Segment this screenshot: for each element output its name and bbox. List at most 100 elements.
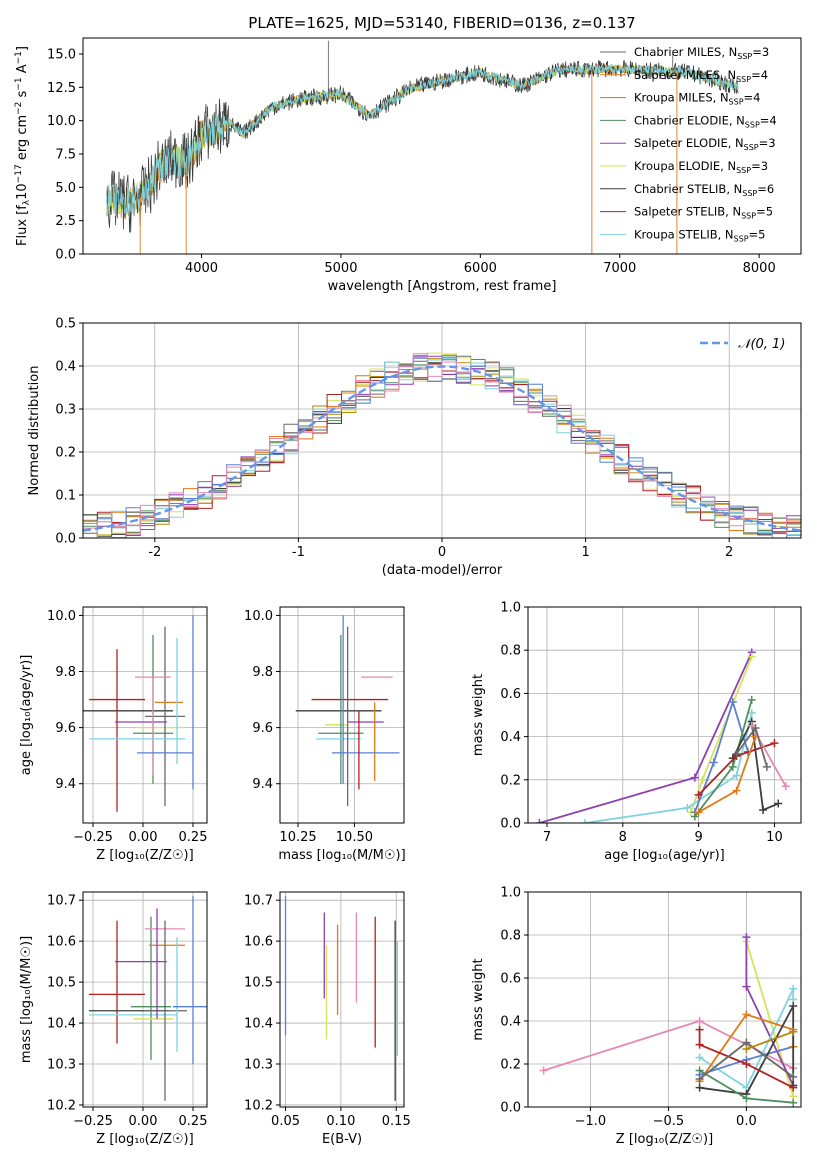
- residuals-axes: -2 -1 0 1 2 0.0 0.1 0.2 0.3 0.4 0.5 (data-model)/er…: [55, 317, 802, 578]
- mass_vs_ebv-axes: 0.05 0.10 0.15 10.2 10.3 10.4 10.5 10.6 10.7 E(B-…: [244, 891, 411, 1147]
- spectrum-legend-entry: Kroupa STELIB, NSSP=5: [634, 227, 765, 243]
- age_vs_mass-ytick-label: 9.4: [252, 777, 273, 792]
- residuals-xtick-label: -1: [292, 545, 305, 560]
- weight_vs_age-marker: [694, 808, 703, 817]
- weight_vs_age-marker: [774, 799, 783, 808]
- spectrum-ytick-label: 7.5: [55, 148, 76, 163]
- weight_vs_age-marker: [732, 749, 741, 758]
- spectrum-xtick-label: 4000: [185, 261, 218, 276]
- residuals-ytick-label: 0.5: [55, 317, 76, 332]
- spectrum-legend-entry: Salpeter ELODIE, NSSP=3: [634, 136, 776, 152]
- weight_vs_Z-marker: [695, 1066, 704, 1075]
- weight_vs_age-marker: [580, 819, 589, 823]
- spectrum-ytick-label: 15.0: [47, 48, 76, 63]
- residuals-ytick-label: 0.2: [55, 446, 76, 461]
- legend-sub: SSP: [745, 120, 760, 129]
- weight_vs_age-marker: [747, 708, 756, 717]
- spectrum-xtick-label: 5000: [324, 261, 357, 276]
- legend-sub: SSP: [734, 234, 749, 243]
- mass_vs_Z-xtick-label: −0.25: [73, 1114, 113, 1129]
- spectrum-ylabel-part: λ: [22, 199, 32, 205]
- weight_vs_Z-marker: [742, 982, 751, 991]
- weight_vs_Z-ytick-label: 1.0: [500, 886, 521, 901]
- weight_vs_Z-xlabel: Z [log₁₀(Z/Z☉)]: [616, 1132, 713, 1147]
- age_vs_Z-ytick-label: 9.4: [55, 777, 76, 792]
- legend-value: =3: [751, 159, 768, 173]
- age_vs_Z-ytick-label: 10.0: [47, 609, 76, 624]
- residuals-ytick-label: 0.3: [55, 403, 76, 418]
- spectrum-xtick-label: 6000: [464, 261, 497, 276]
- weight_vs_age-marker: [698, 775, 707, 784]
- age_vs_Z-xtick-label: 0.00: [129, 830, 158, 845]
- weight_vs_age-axes: 7 8 9 10 0.0 0.2 0.4 0.6 0.8 1.0 age [log₁₀(age/yr…: [500, 601, 802, 863]
- mass_vs_ebv-ytick-label: 10.4: [244, 1017, 273, 1032]
- weight_vs_age-marker: [732, 786, 741, 795]
- legend-value: =5: [749, 227, 766, 241]
- gaussian-curve: [83, 365, 801, 532]
- legend-value: =5: [756, 205, 773, 219]
- weight_vs_Z-marker: [695, 1075, 704, 1084]
- spectrum-plot-area: [106, 40, 739, 254]
- mass_vs_Z-xtick-label: 0.25: [179, 1114, 208, 1129]
- legend-value: =3: [759, 136, 776, 150]
- weight_vs_age-marker: [781, 782, 790, 791]
- residuals-xlabel: (data-model)/error: [382, 563, 503, 578]
- mass_vs_ebv-plot-area: [284, 896, 399, 1101]
- weight_vs_Z-marker: [789, 1027, 798, 1036]
- mass_vs_Z-frame: [82, 891, 208, 1108]
- mass_vs_ebv-xlabel: E(B-V): [322, 1132, 362, 1147]
- spectrum-ylabel-part: s: [15, 90, 30, 101]
- weight_vs_age-ytick-label: 1.0: [500, 601, 521, 616]
- mass_vs_ebv-frame: [279, 891, 405, 1108]
- residuals-xtick-label: -2: [148, 545, 161, 560]
- weight_vs_age-plot-area: [535, 648, 790, 823]
- age_vs_mass-ytick-label: 9.6: [252, 721, 273, 736]
- spectrum-frame: [82, 37, 802, 255]
- weight_vs_Z-marker: [789, 1083, 798, 1092]
- spectrum-ylabel-part: Flux [f: [15, 205, 30, 246]
- legend-name: Salpeter STELIB, N: [634, 205, 741, 219]
- weight_vs_Z-marker: [742, 1094, 751, 1103]
- legend-sub: SSP: [736, 75, 751, 84]
- spectrum-ylabel-part: ]: [15, 46, 30, 51]
- spectrum-xlabel: wavelength [Angstrom, rest frame]: [328, 279, 557, 294]
- spectrum-legend-entry: Kroupa ELODIE, NSSP=3: [634, 159, 768, 175]
- legend-sub: SSP: [742, 189, 757, 198]
- weight_vs_Z-marker: [695, 1053, 704, 1062]
- weight_vs_age-marker: [762, 762, 771, 771]
- legend-value: =4: [760, 113, 777, 127]
- legend-value: =3: [752, 45, 769, 59]
- weight_vs_Z-series-line: [698, 1029, 794, 1089]
- spectrum-ytick-label: 0.0: [55, 248, 76, 263]
- legend-name: Chabrier MILES, N: [634, 45, 737, 59]
- legend-value: =4: [744, 91, 761, 105]
- legend-name: Kroupa ELODIE, N: [634, 159, 736, 173]
- residuals-xtick-label: 2: [725, 545, 733, 560]
- weight_vs_age-series-line: [731, 718, 779, 812]
- weight_vs_Z-ytick-label: 0.4: [500, 1015, 521, 1030]
- spectrum-legend-entry: Chabrier MILES, NSSP=3: [634, 45, 769, 61]
- age_vs_mass-frame: [279, 606, 405, 824]
- mass_vs_Z-ytick-label: 10.2: [47, 1098, 76, 1113]
- weight_vs_age-ytick-label: 0.6: [500, 687, 521, 702]
- weight_vs_Z-plot-area: [539, 933, 798, 1107]
- age_vs_Z-ytick-label: 9.6: [55, 721, 76, 736]
- weight_vs_age-marker: [694, 790, 703, 799]
- weight_vs_Z-xtick-label: −0.5: [653, 1114, 685, 1129]
- residuals-plot-area: [83, 352, 801, 538]
- weight_vs_Z-marker: [742, 933, 751, 942]
- mass_vs_Z-ytick-label: 10.4: [47, 1017, 76, 1032]
- weight_vs_Z-marker: [695, 1017, 704, 1025]
- spectrum-ylabel-part: A: [15, 64, 30, 77]
- weight_vs_age-xtick-label: 8: [619, 830, 627, 845]
- weight_vs_age-ytick-label: 0.0: [500, 817, 521, 832]
- mass_vs_Z-axes: −0.25 0.00 0.25 10.2 10.3 10.4 10.5 10.6 10.7 Z […: [47, 891, 208, 1147]
- spectrum-legend-entry: Salpeter STELIB, NSSP=5: [634, 205, 773, 221]
- spectrum-legend-entry: Chabrier STELIB, NSSP=6: [634, 182, 774, 198]
- spectrum-ytick-label: 5.0: [55, 181, 76, 196]
- spectrum-ylabel-part: −1: [14, 51, 24, 64]
- weight_vs_Z-marker: [789, 1098, 798, 1107]
- mass_vs_Z-xtick-label: 0.00: [129, 1114, 158, 1129]
- weight_vs_age-marker: [759, 806, 768, 815]
